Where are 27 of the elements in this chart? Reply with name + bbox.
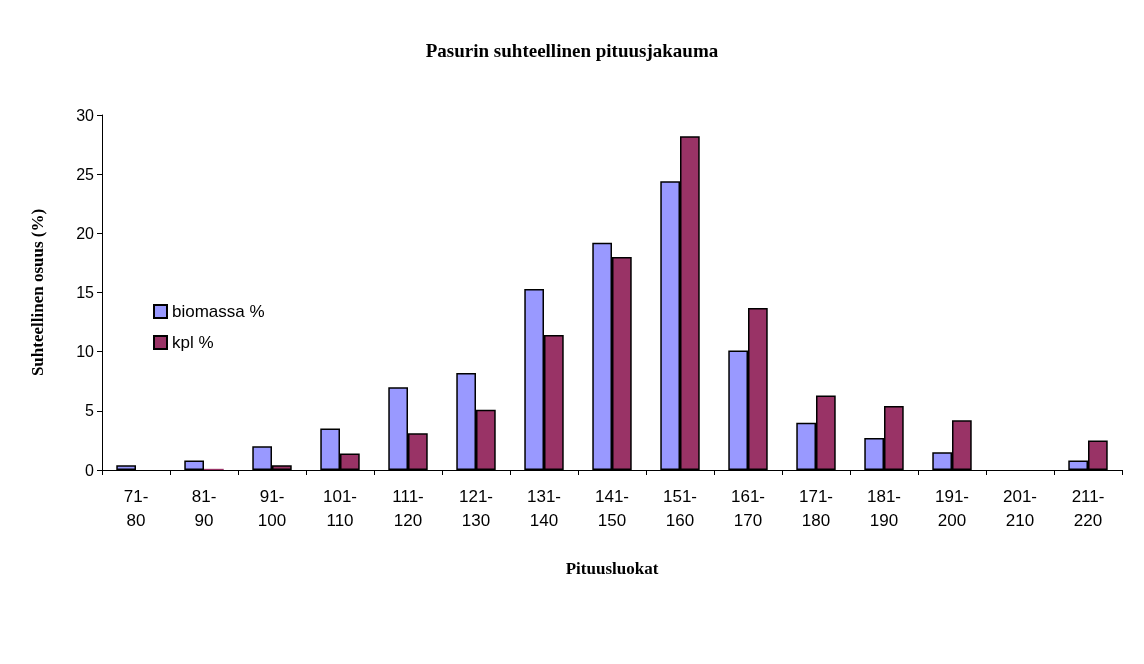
y-tick-label: 30: [76, 106, 95, 124]
x-tick-label: 71- 80: [123, 486, 149, 530]
x-tick-label: 141- 150: [594, 486, 630, 530]
y-tick-label: 25: [76, 165, 95, 183]
chart-title: Pasurin suhteellinen pituusjakauma: [425, 40, 719, 61]
x-tick-label: 101- 110: [322, 486, 358, 530]
x-tick-label: 131- 140: [526, 486, 562, 530]
x-tick-label: 91- 100: [257, 486, 287, 530]
x-tick-label: 211- 220: [1071, 486, 1105, 530]
x-tick-label: 121- 130: [458, 486, 494, 530]
legend-label: kpl %: [172, 333, 214, 352]
x-tick-label: 111- 120: [392, 486, 424, 530]
y-tick-label: 15: [76, 284, 95, 301]
y-tick-label: 0: [85, 461, 95, 479]
y-tick-label: 10: [76, 343, 95, 361]
x-tick-label: 161- 170: [730, 486, 766, 530]
x-tick-label: 201- 210: [1002, 486, 1038, 530]
x-tick-label: 181- 190: [866, 486, 902, 530]
x-tick-label: 81- 90: [191, 486, 217, 530]
y-axis-title: Suhteellinen osuus (%): [28, 208, 47, 377]
y-tick-label: 5: [85, 402, 95, 420]
x-axis-title: Pituusluokat: [565, 559, 659, 578]
x-tick-label: 191- 200: [934, 486, 970, 530]
legend-label: biomassa %: [172, 302, 265, 321]
x-tick-label: 171- 180: [798, 486, 834, 530]
x-tick-label: 151- 160: [662, 486, 698, 530]
y-tick-label: 20: [76, 224, 95, 242]
